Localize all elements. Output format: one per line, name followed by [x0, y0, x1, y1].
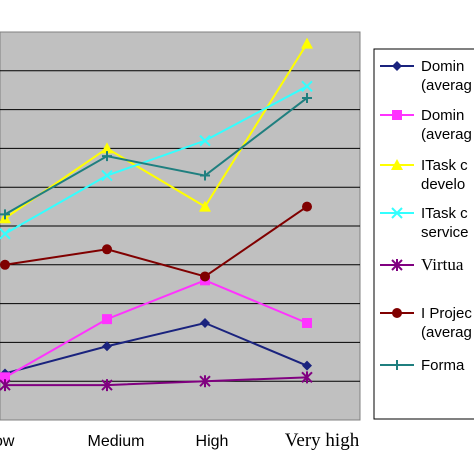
legend-label: Domin — [421, 107, 464, 124]
series-4 — [0, 80, 313, 240]
x-axis-tick-labels: ow Medium High Very high — [0, 430, 360, 451]
legend-entry-1: Domin (averag — [380, 58, 472, 94]
legend-label: Forma — [421, 357, 465, 374]
series-5 — [0, 371, 313, 392]
legend-entry-7: Forma — [380, 357, 465, 374]
data-point — [102, 341, 112, 352]
legend-marker — [391, 159, 403, 170]
legend-marker — [392, 360, 402, 370]
legend-marker — [392, 308, 402, 318]
data-point — [199, 375, 211, 388]
legend-label: Virtua — [421, 255, 464, 274]
legend-label-line2: (averag — [421, 77, 472, 94]
series-line — [4, 321, 308, 375]
data-point — [301, 37, 313, 49]
legend-label: Domin — [421, 58, 464, 75]
legend-entry-3: ITask c develo — [380, 157, 468, 193]
data-point — [101, 169, 113, 182]
legend-label: ITask c — [421, 157, 468, 174]
data-point — [0, 209, 10, 220]
series-layer — [0, 37, 313, 392]
x-tick-label: Very high — [285, 430, 360, 451]
legend-label-line2: (averag — [421, 324, 472, 341]
legend-marker — [392, 110, 402, 120]
series-line — [4, 43, 308, 220]
data-point — [0, 259, 10, 270]
data-point — [200, 271, 210, 282]
x-tick-label: Medium — [88, 433, 145, 450]
legend-label: ITask c — [421, 205, 468, 222]
data-point — [101, 379, 113, 392]
series-1 — [0, 318, 312, 379]
series-line — [4, 279, 308, 379]
data-point — [302, 92, 312, 103]
legend-entry-2: Domin (averag — [380, 107, 472, 143]
data-point — [102, 244, 112, 255]
legend-marker — [391, 259, 403, 271]
data-point — [301, 371, 313, 384]
series-line — [4, 205, 308, 278]
legend-label: I Projec — [421, 305, 472, 322]
legend-marker — [391, 207, 403, 219]
series-line — [4, 85, 308, 235]
series-line — [4, 97, 308, 216]
series-7 — [0, 92, 312, 220]
legend-marker — [392, 61, 402, 71]
legend-entry-6: I Projec (averag — [380, 305, 472, 341]
legend-label-line2: (averag — [421, 126, 472, 143]
data-point — [102, 314, 112, 325]
data-point — [200, 318, 210, 328]
data-point — [301, 80, 313, 93]
series-6 — [0, 201, 312, 282]
legend-label-line2: service — [421, 224, 469, 241]
legend-box — [373, 48, 474, 420]
data-point — [102, 151, 112, 162]
data-point — [0, 228, 11, 240]
x-tick-label: ow — [0, 433, 15, 450]
data-point — [101, 142, 113, 154]
data-point — [302, 201, 312, 212]
data-point — [302, 318, 312, 328]
data-point — [0, 379, 11, 392]
data-point — [302, 360, 312, 371]
x-tick-label: High — [196, 433, 229, 450]
legend-entry-5: Virtua — [380, 255, 464, 274]
legend-entry-4: ITask c service — [380, 205, 469, 241]
data-point — [199, 200, 211, 212]
data-point — [200, 170, 210, 181]
series-line — [5, 376, 308, 387]
legend-label-line2: develo — [421, 176, 465, 193]
data-point — [0, 372, 10, 383]
data-point — [199, 134, 211, 147]
